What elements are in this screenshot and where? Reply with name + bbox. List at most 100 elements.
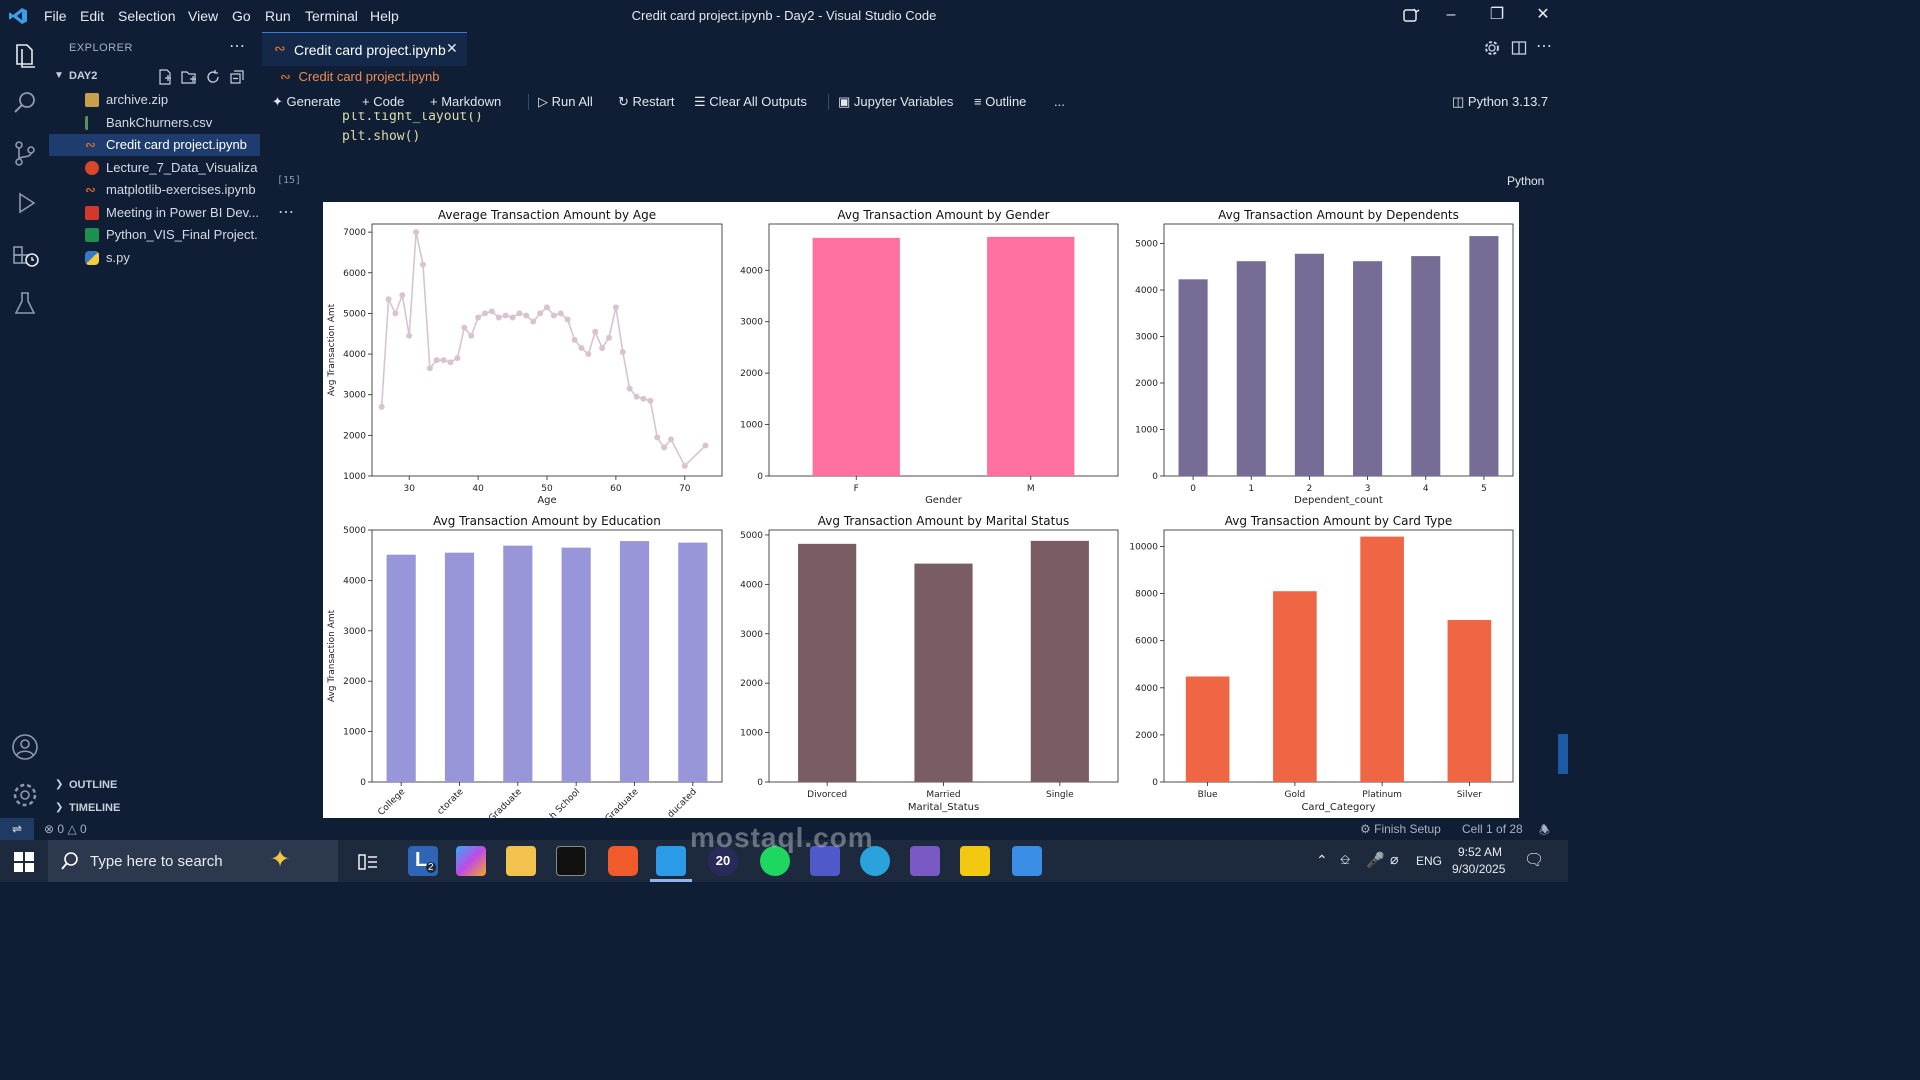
copilot-app-icon[interactable] [456,846,486,876]
folder-day2[interactable]: ▼ DAY2 [49,66,262,88]
wifi-icon[interactable]: ⌀ [1390,851,1399,867]
file-lecture-7[interactable]: Lecture_7_Data_Visualiza... [49,157,260,179]
menu-selection[interactable]: Selection [118,8,176,24]
menu-file[interactable]: File [44,8,67,24]
lync-badge: 2 [426,862,436,873]
source-control-icon[interactable] [10,138,40,168]
brave-browser-icon[interactable] [608,846,638,876]
finish-setup-button[interactable]: ⚙ Finish Setup [1360,822,1441,836]
run-all-button[interactable]: ▷ Run All [538,90,593,114]
output-more-icon[interactable]: ⋯ [278,204,294,221]
active-app-indicator [650,879,692,882]
x-tick-label: 5 [1481,484,1487,494]
clock-date[interactable]: 9/30/2025 [1452,862,1506,876]
file-s-py[interactable]: s.py [49,247,260,269]
task-view-icon[interactable] [358,852,378,872]
file-label: BankChurners.csv [106,115,213,130]
file-python-vis-final[interactable]: Python_VIS_Final Project... [49,224,260,246]
account-icon[interactable] [10,732,40,762]
settings-gear-icon[interactable] [10,780,40,810]
notification-center-icon[interactable]: 🗨 [1524,852,1545,869]
close-button[interactable]: ✕ [1536,6,1550,23]
microphone-icon[interactable]: 🎤 [1366,852,1385,869]
breadcrumb[interactable]: ∾ Credit card project.ipynb [280,69,439,85]
cell-language[interactable]: Python [1507,174,1545,188]
teams-classic-icon[interactable] [910,846,940,876]
terminal-app-icon[interactable] [556,846,586,876]
app-20-icon[interactable]: 20 [708,846,738,876]
windows-start-icon[interactable] [14,852,34,872]
bar [798,543,857,782]
error-icon: ⊗ [44,822,55,836]
photos-app-icon[interactable] [1012,846,1042,876]
minimize-button[interactable]: – [1446,6,1456,23]
explorer-icon[interactable] [10,40,40,70]
clear-outputs-button[interactable]: ☰ Clear All Outputs [694,90,807,114]
notification-bell-icon[interactable]: 🕭 [1539,823,1550,837]
spotify-icon[interactable] [760,846,790,876]
restart-button[interactable]: ↻ Restart [618,90,674,114]
outline-button[interactable]: ≡ Outline [974,90,1026,114]
menu-run[interactable]: Run [265,8,291,24]
generate-button[interactable]: ✦ Generate [272,90,341,114]
tab-close-icon[interactable]: ✕ [446,40,458,56]
jupyter-variables-button[interactable]: ▣ Jupyter Variables [838,90,953,114]
data-point [433,357,440,364]
file-meeting-power-bi[interactable]: Meeting in Power BI Dev... [49,202,260,224]
file-matplotlib-exercises[interactable]: ∾ matplotlib-exercises.ipynb [49,179,260,201]
refresh-icon[interactable] [205,69,221,85]
file-archive-zip[interactable]: archive.zip [49,89,260,111]
menu-go[interactable]: Go [232,8,251,24]
bar [1030,540,1089,782]
network-off-icon[interactable]: ⎒ [1340,852,1351,867]
copilot-icon[interactable] [1402,7,1420,25]
teams-icon[interactable] [810,846,840,876]
code-line-1[interactable]: plt.tight_layout() [342,112,483,124]
power-bi-icon[interactable] [960,846,990,876]
add-markdown-button[interactable]: + Markdown [430,90,501,114]
language-indicator[interactable]: ENG [1416,854,1443,868]
explorer-more-icon[interactable]: ⋯ [229,38,245,55]
vscode-taskbar-icon[interactable] [656,846,686,876]
split-editor-icon[interactable] [1511,40,1527,56]
tab-credit-card-project[interactable]: ∾ Credit card project.ipynb ✕ [262,32,467,66]
data-point [550,312,557,319]
plot-frame [371,529,723,783]
menu-view[interactable]: View [188,8,219,24]
show-hidden-icons[interactable]: ⌃ [1316,852,1328,868]
search-icon[interactable] [10,88,40,118]
problems-indicator[interactable]: ⊗ 0 △ 0 [44,822,87,836]
menu-help[interactable]: Help [370,8,399,24]
collapse-all-icon[interactable] [229,69,245,85]
menu-edit[interactable]: Edit [80,8,105,24]
new-file-icon[interactable] [157,69,173,85]
kernel-picker[interactable]: ◫ Python 3.13.7 [1452,90,1548,114]
new-folder-icon[interactable] [181,69,197,85]
data-point [668,436,675,443]
testing-icon[interactable] [10,288,40,318]
data-point [681,462,688,469]
remote-indicator-icon[interactable]: ⇌ [0,818,34,840]
run-debug-icon[interactable] [10,188,40,218]
extensions-icon[interactable] [10,238,40,268]
cell-info[interactable]: Cell 1 of 28 [1462,822,1523,836]
code-line-2[interactable]: plt.show() [342,129,421,144]
restore-button[interactable]: ❐ [1489,6,1505,23]
timeline-section[interactable]: ❯ TIMELINE [49,798,262,820]
telegram-icon[interactable] [860,846,890,876]
toolbar-more-button[interactable]: ... [1054,94,1065,109]
vscode-logo-icon[interactable] [8,7,28,25]
file-bankchurners-csv[interactable]: BankChurners.csv [49,112,260,134]
scrollbar-thumb[interactable] [1558,734,1568,774]
taskbar-search-box[interactable]: Type here to search ✦ [48,840,338,882]
menu-terminal[interactable]: Terminal [305,8,358,24]
add-code-button[interactable]: + Code [362,90,404,114]
file-explorer-icon[interactable] [506,846,536,876]
file-credit-card-project[interactable]: ∾ Credit card project.ipynb [49,134,260,156]
gear-icon[interactable] [1484,40,1500,56]
editor-more-icon[interactable]: ⋯ [1536,38,1552,55]
clock-time[interactable]: 9:52 AM [1458,845,1503,859]
outline-section[interactable]: ❯ OUTLINE [49,775,262,797]
file-label: Lecture_7_Data_Visualiza... [106,160,258,175]
